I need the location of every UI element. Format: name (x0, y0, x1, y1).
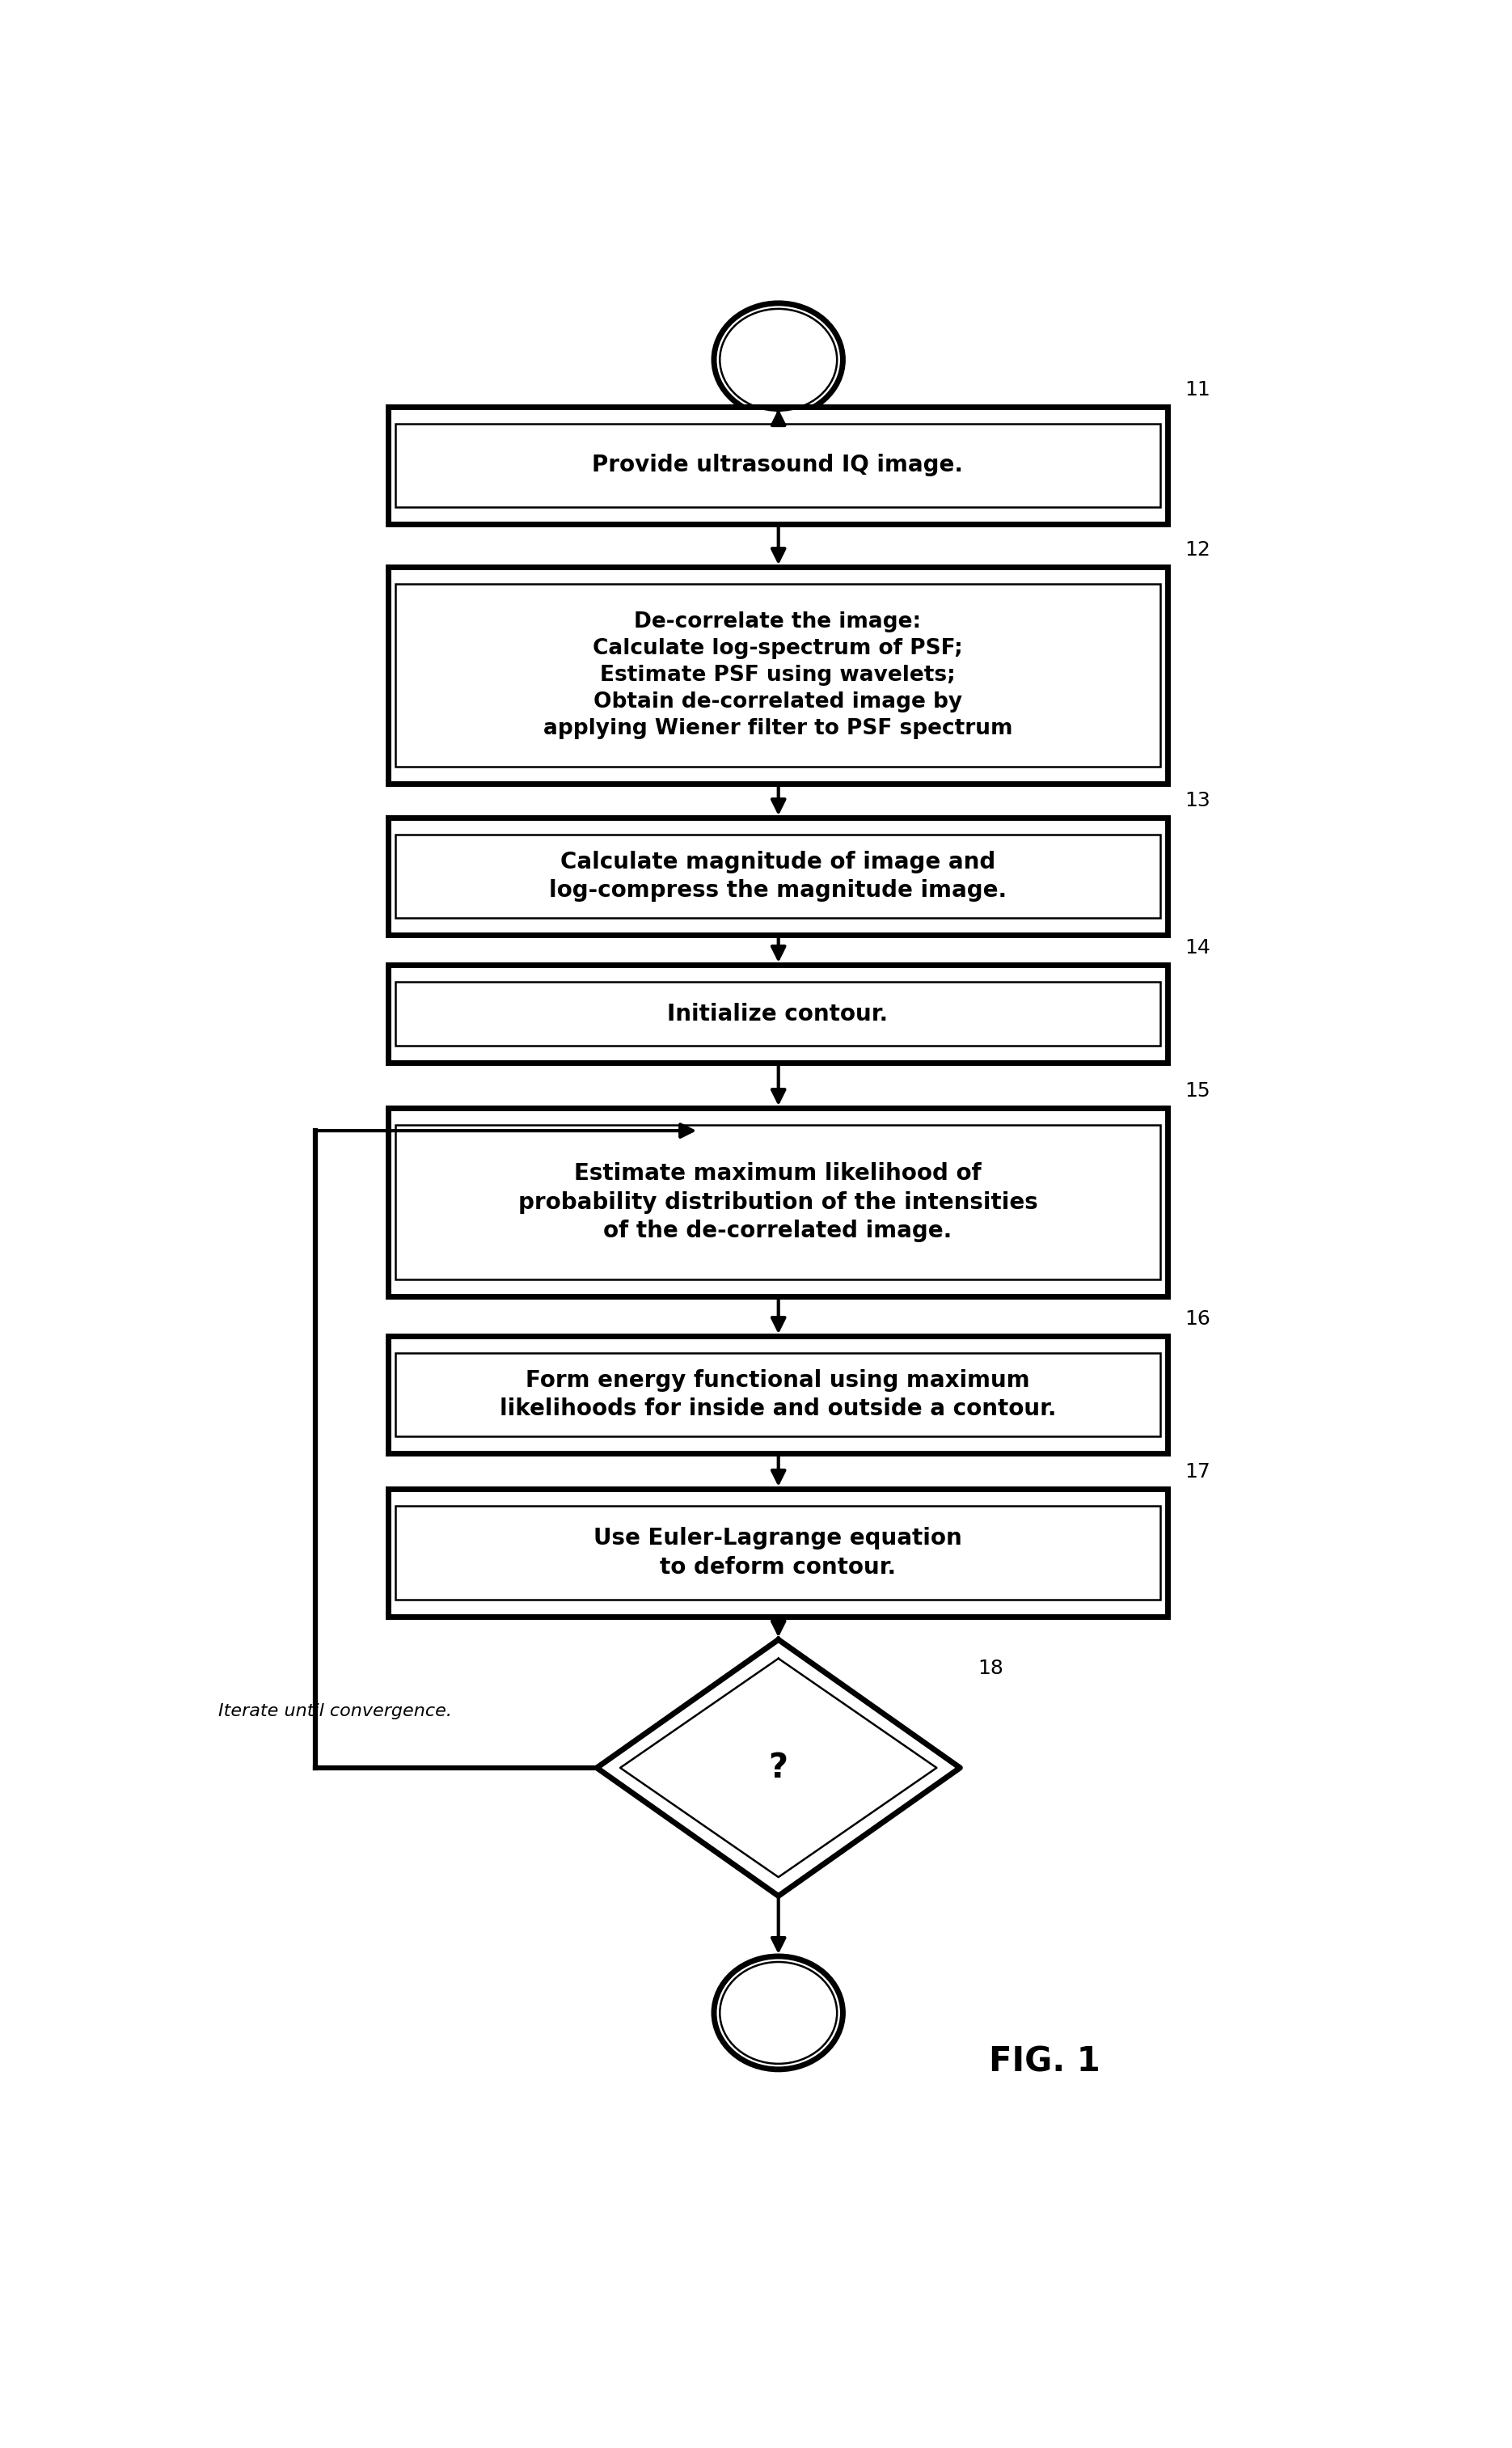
Bar (389, 1488, 1167, 1618)
Text: FIG. 1: FIG. 1 (989, 2044, 1101, 2078)
Bar (389, 818, 1167, 935)
Text: Initialize contour.: Initialize contour. (667, 1004, 888, 1026)
Bar (395, 424, 1160, 507)
Text: 13: 13 (1185, 791, 1211, 810)
Text: 11: 11 (1185, 379, 1211, 399)
Bar (395, 835, 1160, 918)
Text: Estimate maximum likelihood of
probability distribution of the intensities
of th: Estimate maximum likelihood of probabili… (519, 1163, 1037, 1244)
Bar (395, 982, 1160, 1045)
Bar (389, 1109, 1167, 1297)
Text: Iterate until convergence.: Iterate until convergence. (218, 1704, 452, 1718)
Text: 15: 15 (1185, 1082, 1211, 1102)
Ellipse shape (714, 304, 842, 416)
Bar (395, 1506, 1160, 1601)
Bar (395, 1354, 1160, 1437)
Text: 18: 18 (978, 1657, 1004, 1677)
Text: Use Euler-Lagrange equation
to deform contour.: Use Euler-Lagrange equation to deform co… (594, 1528, 962, 1579)
Bar (389, 568, 1167, 783)
Polygon shape (597, 1640, 960, 1895)
Bar (395, 585, 1160, 766)
Text: Provide ultrasound IQ image.: Provide ultrasound IQ image. (593, 453, 963, 477)
Text: 14: 14 (1185, 938, 1211, 957)
Bar (389, 406, 1167, 524)
Text: 17: 17 (1185, 1461, 1211, 1481)
Text: 16: 16 (1185, 1310, 1211, 1329)
Ellipse shape (714, 1956, 842, 2069)
Bar (389, 1337, 1167, 1454)
Text: Form energy functional using maximum
likelihoods for inside and outside a contou: Form energy functional using maximum lik… (499, 1368, 1057, 1420)
Bar (389, 965, 1167, 1062)
Text: 12: 12 (1185, 541, 1211, 561)
Text: De-correlate the image:
Calculate log-spectrum of PSF;
Estimate PSF using wavele: De-correlate the image: Calculate log-sp… (543, 612, 1013, 739)
Text: ?: ? (768, 1750, 788, 1785)
Text: Calculate magnitude of image and
log-compress the magnitude image.: Calculate magnitude of image and log-com… (549, 849, 1007, 901)
Bar (395, 1126, 1160, 1280)
